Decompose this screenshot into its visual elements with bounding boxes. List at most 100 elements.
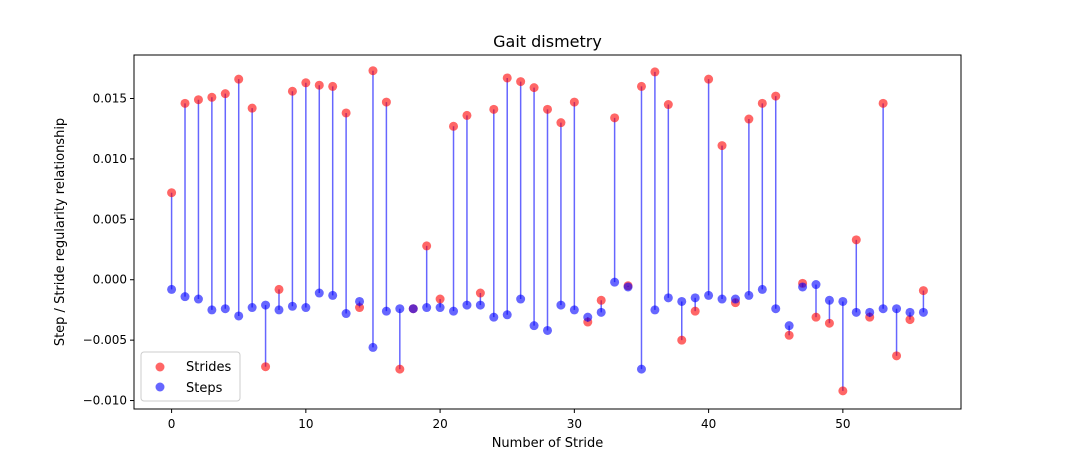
y-tick-label: 0.000 — [93, 273, 127, 287]
stride-point — [193, 95, 203, 105]
step-point — [287, 301, 297, 311]
step-point — [690, 293, 700, 303]
chart-title: Gait dismetry — [493, 32, 602, 51]
stride-point — [328, 81, 338, 91]
step-point — [529, 321, 539, 331]
step-point — [301, 303, 311, 313]
legend-strides-marker — [155, 362, 165, 372]
stride-point — [489, 104, 499, 114]
step-point — [274, 305, 284, 315]
stride-point — [677, 335, 687, 345]
step-point — [824, 295, 834, 305]
step-point — [905, 307, 915, 317]
stride-point — [704, 74, 714, 84]
step-point — [757, 284, 767, 294]
stride-point — [529, 83, 539, 93]
y-axis-ticks: −0.010 −0.005 0.000 0.005 0.010 0.015 — [83, 91, 134, 408]
stride-point — [650, 67, 660, 77]
stride-point — [905, 315, 915, 325]
step-point — [878, 304, 888, 314]
plot-frame — [133, 54, 962, 410]
step-point — [583, 312, 593, 322]
legend-steps-label: Steps — [186, 381, 223, 396]
legend-box — [140, 351, 241, 402]
stride-point — [475, 288, 485, 298]
stride-point — [449, 121, 459, 131]
step-point — [677, 296, 687, 306]
step-point — [422, 303, 432, 313]
stride-point — [301, 78, 311, 88]
step-point — [784, 321, 794, 331]
step-point — [918, 307, 928, 317]
stride-point — [435, 294, 445, 304]
stride-point — [207, 92, 217, 102]
stride-point — [771, 91, 781, 101]
y-tick-label: 0.010 — [93, 152, 127, 166]
y-tick-label: 0.015 — [93, 91, 127, 105]
step-point — [543, 325, 552, 335]
step-point — [207, 305, 217, 315]
stride-point — [422, 241, 432, 251]
stride-point — [610, 113, 620, 123]
step-point — [717, 294, 727, 304]
x-axis-label: Number of Stride — [492, 436, 604, 451]
step-point — [449, 306, 459, 316]
step-point — [569, 305, 579, 315]
y-axis-label: Step / Stride regularity relationship — [53, 118, 68, 346]
step-point — [771, 304, 781, 314]
stride-point — [234, 74, 244, 84]
step-point — [489, 312, 499, 322]
stride-point — [247, 103, 257, 113]
step-point — [381, 306, 391, 316]
step-point — [663, 293, 673, 303]
legend-steps-marker — [155, 382, 165, 392]
step-point — [596, 307, 606, 317]
stride-point — [838, 386, 848, 396]
step-point — [247, 303, 257, 313]
stride-point — [851, 235, 861, 245]
stride-point — [556, 118, 566, 128]
step-point — [798, 282, 808, 292]
stride-point — [824, 318, 834, 328]
stride-point — [757, 98, 767, 108]
stride-point — [690, 306, 700, 316]
x-tick-label: 40 — [701, 417, 716, 431]
stride-point — [663, 100, 673, 110]
stride-point — [395, 364, 405, 374]
step-point — [314, 288, 324, 298]
y-tick-label: −0.005 — [83, 333, 127, 347]
step-point — [368, 342, 378, 352]
stride-point — [636, 81, 646, 91]
step-point — [502, 310, 512, 320]
stride-point — [220, 89, 230, 99]
step-point — [623, 282, 633, 292]
step-point — [838, 296, 848, 306]
stride-point — [918, 286, 928, 296]
step-point — [744, 290, 754, 300]
step-point — [395, 304, 405, 314]
stride-point — [569, 97, 579, 107]
stride-point — [261, 362, 271, 372]
x-tick-label: 30 — [567, 417, 582, 431]
stride-point — [596, 295, 606, 305]
step-point — [220, 304, 230, 314]
stride-point — [892, 351, 902, 361]
stride-point — [744, 114, 754, 124]
x-tick-label: 0 — [168, 417, 176, 431]
step-point — [180, 292, 190, 302]
stride-point — [167, 188, 177, 198]
stride-point — [274, 284, 284, 294]
step-point — [556, 300, 566, 310]
x-tick-label: 20 — [432, 417, 447, 431]
stride-point — [180, 98, 190, 108]
stride-point — [516, 77, 526, 87]
step-point — [475, 300, 485, 310]
step-point — [328, 290, 338, 300]
stride-point — [784, 330, 794, 340]
step-point — [355, 296, 365, 306]
stride-point — [341, 108, 351, 118]
step-point — [435, 303, 445, 313]
step-point — [261, 300, 271, 310]
stride-point — [502, 73, 512, 83]
